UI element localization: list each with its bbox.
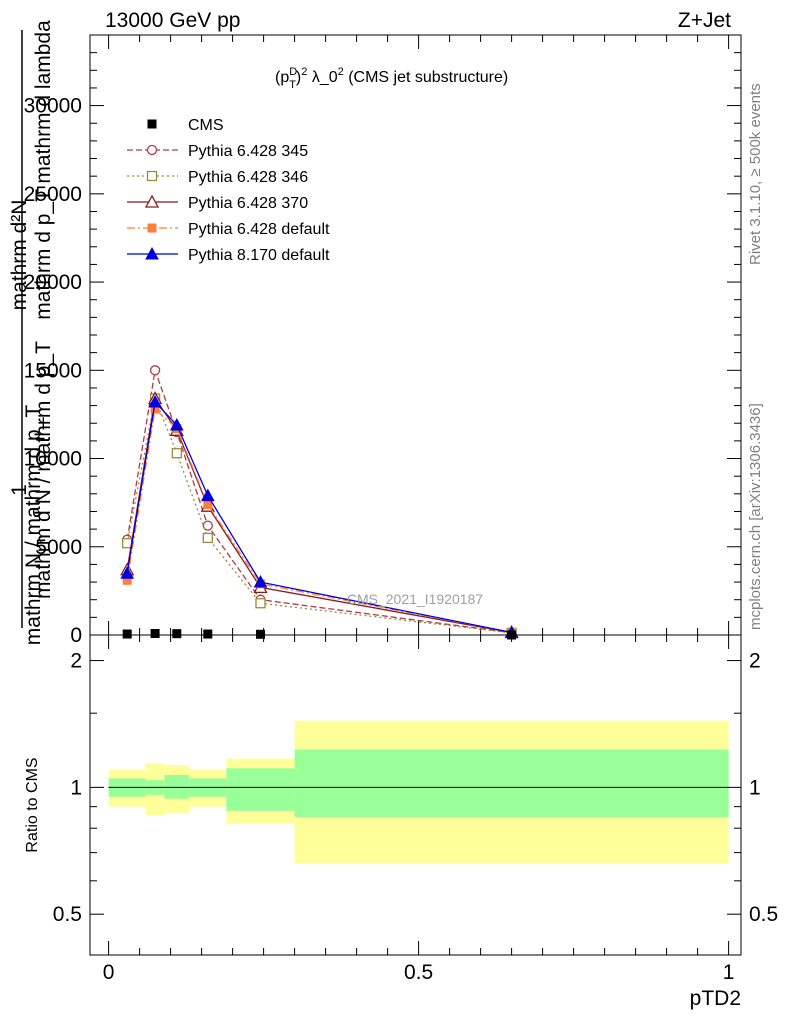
legend-marker xyxy=(144,194,160,208)
title-close-paren: ) xyxy=(296,69,301,86)
ratio-axis-ticks: 0.5 0.5 1 1 2 2 0 0.5 1 xyxy=(53,635,778,984)
series-point xyxy=(200,488,215,502)
ratio-tick-label-right: 1 xyxy=(749,776,761,799)
y-axis-label: mathrm d²N mathrm d p_T mathrm d lambda … xyxy=(8,20,55,645)
legend-entry: Pythia 8.170 default xyxy=(127,246,330,264)
ratio-band-inner xyxy=(226,768,295,811)
analysis-watermark: CMS_2021_I1920187 xyxy=(347,591,483,607)
series-line xyxy=(126,370,512,634)
main-series xyxy=(120,365,519,640)
legend-entry: Pythia 6.428 default xyxy=(127,221,330,238)
series-point xyxy=(148,395,162,408)
legend-marker xyxy=(147,223,157,233)
series-point xyxy=(120,566,135,579)
ratio-frame xyxy=(89,634,742,956)
series-point xyxy=(255,598,266,609)
x-tick-label: 1 xyxy=(723,961,735,984)
series-point xyxy=(203,499,213,509)
ratio-y-label: Ratio to CMS xyxy=(24,757,41,852)
energy-label: 13000 GeV pp xyxy=(105,9,240,32)
y-tick-label: 25000 xyxy=(24,183,82,206)
x-tick-label: 0 xyxy=(103,961,115,984)
legend-label: Pythia 6.428 370 xyxy=(188,195,308,212)
legend-label: Pythia 6.428 346 xyxy=(188,169,308,186)
legend: CMS Pythia 6.428 345 Pythia 6.428 346 Pythi… xyxy=(127,117,330,264)
series-point xyxy=(202,520,213,531)
rivet-version-label: Rivet 3.1.10, ≥ 500k events xyxy=(747,83,764,265)
cms-data xyxy=(122,629,517,640)
legend-entry: CMS xyxy=(147,117,224,134)
series-point xyxy=(149,365,161,376)
ratio-band-inner xyxy=(294,749,729,818)
ratio-tick-label: 0.5 xyxy=(53,903,82,926)
cms-point xyxy=(203,629,213,639)
mcplots-label: mcplots.cern.ch [arXiv:1306.3436] xyxy=(747,403,764,630)
legend-entry: Pythia 6.428 346 xyxy=(127,169,308,186)
y-tick-label: 30000 xyxy=(24,95,82,118)
series-point xyxy=(169,417,184,431)
series-point xyxy=(202,532,213,544)
y-label-denominator: mathrm N / mathrm d p_T xyxy=(22,405,45,646)
y-tick-label: 5000 xyxy=(35,536,82,559)
legend-marker xyxy=(145,246,159,260)
series-point xyxy=(171,448,182,459)
series-point xyxy=(253,575,268,588)
ratio-panel: 0.5 0.5 1 1 2 2 0 0.5 1 xyxy=(53,634,778,984)
y-tick-label: 0 xyxy=(70,624,82,647)
legend-entry: Pythia 6.428 370 xyxy=(127,194,308,212)
ratio-tick-label-right: 2 xyxy=(749,650,761,673)
cms-point xyxy=(122,629,132,639)
legend-marker xyxy=(146,144,158,156)
y-tick-label: 15000 xyxy=(24,359,82,382)
y-tick-label: 20000 xyxy=(24,271,82,294)
chart-title: (pD T)2 λ_02 (CMS jet substructure) xyxy=(275,66,508,91)
ratio-bands xyxy=(108,720,729,864)
main-panel: 0 5000 10000 15000 20000 25000 30000 CMS_2021_… xyxy=(24,34,742,647)
legend-label: CMS xyxy=(188,117,224,134)
legend-label: Pythia 6.428 345 xyxy=(188,143,308,160)
y-tick-label: 10000 xyxy=(24,448,82,471)
ratio-tick-label: 1 xyxy=(70,776,82,799)
legend-entry: Pythia 6.428 345 xyxy=(127,143,308,160)
legend-marker xyxy=(147,119,157,129)
cms-point xyxy=(150,629,160,638)
ratio-tick-label-right: 0.5 xyxy=(749,903,778,926)
cms-point xyxy=(256,629,265,639)
process-label: Z+Jet xyxy=(678,9,731,32)
y-label-line1: mathrm d p_T mathrm d lambda xyxy=(32,20,55,320)
series-line xyxy=(126,407,512,634)
ratio-tick-label: 2 xyxy=(70,650,82,673)
x-tick-label: 0.5 xyxy=(404,961,433,984)
y-label-numerator: mathrm d²N xyxy=(8,200,31,311)
x-axis-label: pTD2 xyxy=(690,987,741,1010)
cms-point xyxy=(172,629,182,639)
y-label-line2: mathrm d N / mathrm d p_T xyxy=(32,341,55,599)
legend-label: Pythia 8.170 default xyxy=(188,247,330,264)
ratio-band-inner xyxy=(164,774,190,799)
legend-label: Pythia 6.428 default xyxy=(188,221,330,238)
legend-marker xyxy=(146,170,158,182)
series-line xyxy=(126,400,512,634)
series-line xyxy=(126,396,512,634)
y-label-one: 1 xyxy=(8,484,31,496)
main-axis-ticks: 0 5000 10000 15000 20000 25000 30000 xyxy=(24,35,741,647)
